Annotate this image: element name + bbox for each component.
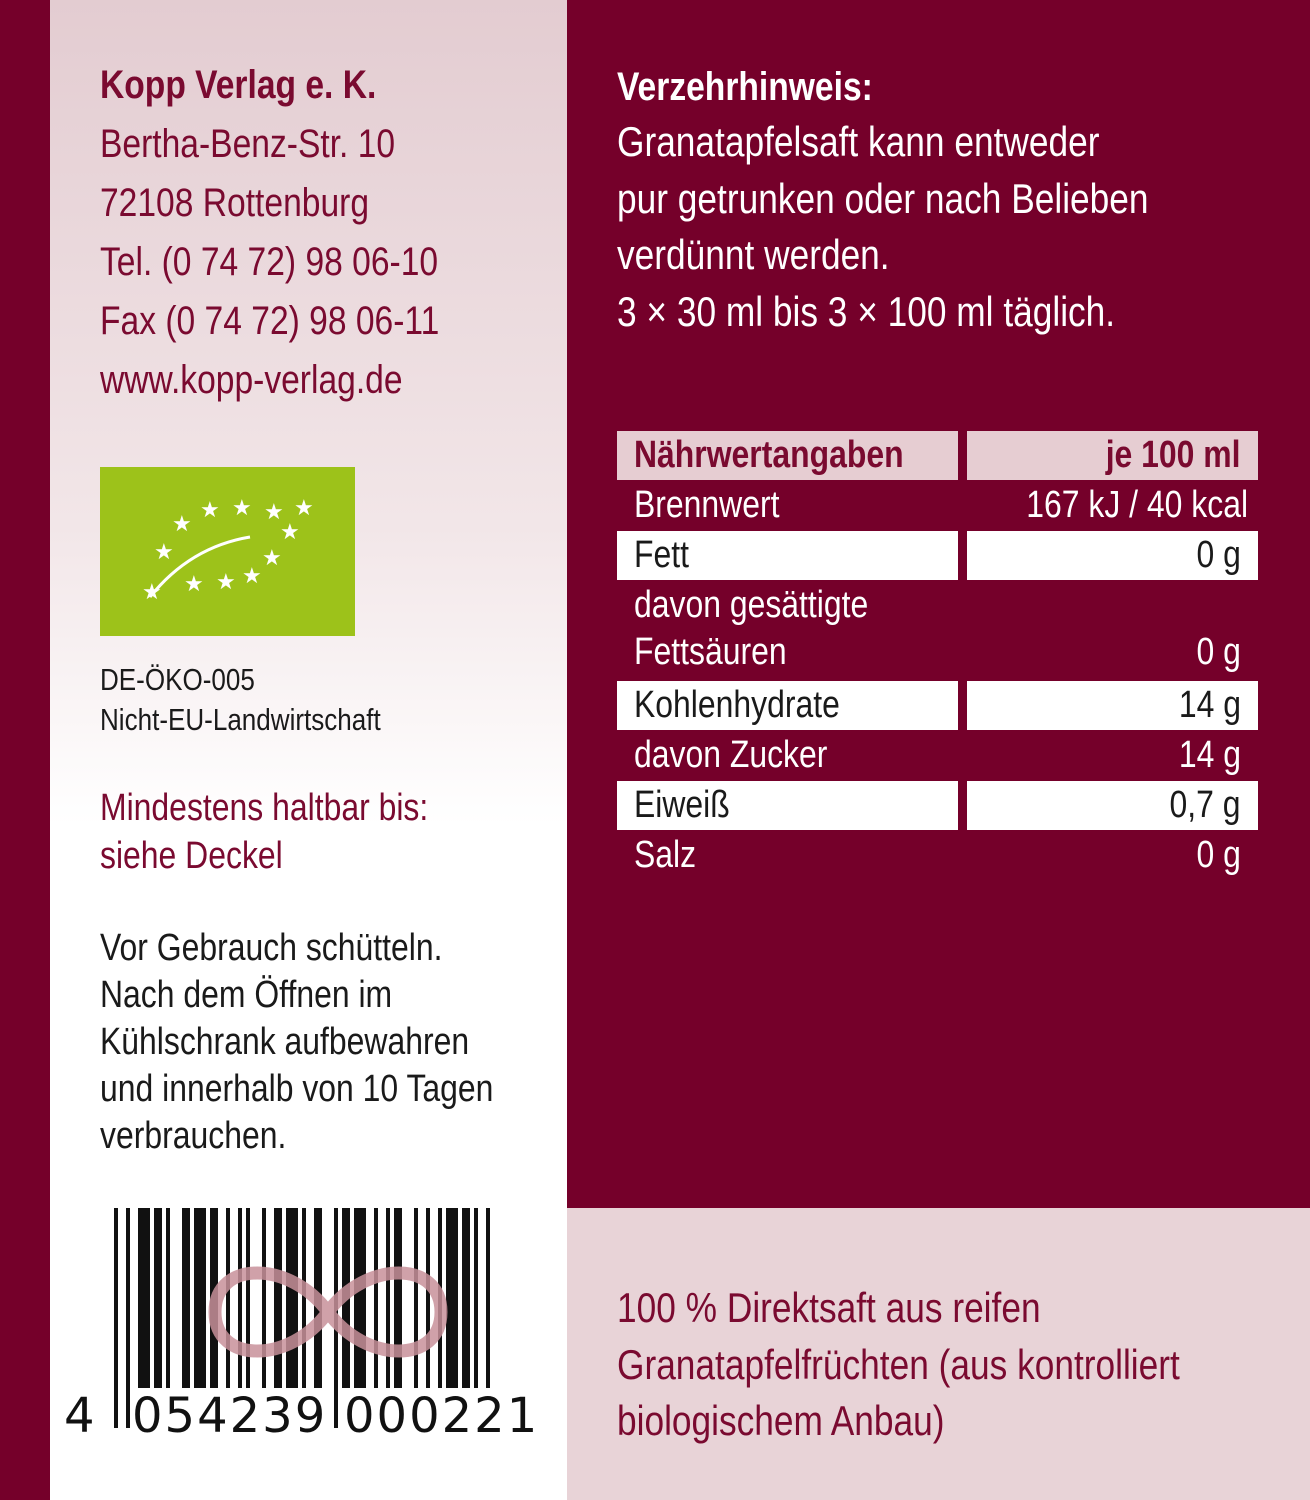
description-panel (567, 1208, 1310, 1500)
barcode-bar (414, 1208, 418, 1428)
left-panel (50, 0, 567, 1500)
barcode-bar (262, 1208, 266, 1428)
barcode-bar (286, 1208, 298, 1428)
barcode-bar (302, 1208, 306, 1428)
table-row-label: Kohlenhydrate (617, 681, 958, 730)
company-fax: Fax (0 74 72) 98 06-11 (100, 299, 440, 343)
barcode-bar (138, 1208, 150, 1428)
table-row-value: 14 g (967, 681, 1258, 730)
barcode-bar (474, 1208, 478, 1428)
barcode-bar (486, 1208, 490, 1428)
storage-instructions: Vor Gebrauch schütteln. Nach dem Öffnen … (100, 927, 494, 1157)
organic-code: DE-ÖKO-005 (100, 662, 255, 697)
barcode-bar (182, 1208, 190, 1428)
product-description: 100 % Direktsaft aus reifen Granatapfelf… (617, 1284, 1180, 1444)
svg-text:★: ★ (184, 572, 204, 597)
barcode-bar (274, 1208, 282, 1428)
eu-organic-logo-icon: ★ ★ ★ ★ ★ ★★ ★ ★★★★ (100, 467, 355, 636)
barcode-bar (246, 1208, 250, 1428)
barcode-bar (374, 1208, 378, 1428)
nutrition-header-label: Nährwertangaben (617, 431, 958, 480)
table-row-value: 0 g (1196, 834, 1241, 876)
barcode-bar (154, 1208, 162, 1428)
barcode-digits-left: 054239 (130, 1388, 330, 1444)
table-row-value: 167 kJ / 40 kcal (1026, 484, 1249, 526)
table-row-value: 0 g (967, 531, 1258, 580)
table-row-label: Fett (617, 531, 958, 580)
svg-text:★: ★ (280, 520, 300, 545)
barcode-bar (194, 1208, 206, 1428)
svg-text:★: ★ (262, 546, 282, 571)
barcode-digits-right: 000221 (342, 1388, 542, 1444)
barcode (114, 1208, 490, 1428)
barcode-bar (342, 1208, 350, 1428)
table-row-label: Brennwert (634, 484, 780, 526)
company-web: www.kopp-verlag.de (100, 358, 403, 402)
nutrition-header-unit: je 100 ml (967, 431, 1258, 480)
company-street: Bertha-Benz-Str. 10 (100, 122, 396, 166)
organic-origin: Nicht-EU-Landwirtschaft (100, 702, 381, 737)
table-row-value: 0,7 g (967, 781, 1258, 830)
svg-text:★: ★ (264, 500, 284, 525)
barcode-bar (114, 1208, 118, 1428)
svg-text:★: ★ (216, 570, 236, 595)
barcode-digit-first: 4 (64, 1388, 95, 1444)
infinity-logo-icon (208, 1266, 448, 1358)
svg-text:★: ★ (200, 498, 220, 523)
usage-title: Verzehrhinweis: (617, 65, 873, 109)
svg-text:★: ★ (154, 540, 174, 565)
best-before-value: siehe Deckel (100, 835, 283, 877)
svg-text:★: ★ (172, 512, 192, 537)
company-name: Kopp Verlag e. K. (100, 63, 377, 107)
table-row-value: 14 g (1178, 734, 1241, 776)
svg-text:★: ★ (242, 564, 262, 589)
barcode-bar (394, 1208, 402, 1428)
barcode-bar (226, 1208, 230, 1428)
table-row-value: 0 g (1196, 631, 1241, 673)
table-row-label: davon Zucker (634, 734, 828, 776)
barcode-bar (166, 1208, 170, 1428)
table-row-label: davon gesättigte (634, 584, 869, 626)
company-tel: Tel. (0 74 72) 98 06-10 (100, 240, 439, 284)
table-row-label: Fettsäuren (634, 631, 787, 673)
barcode-bar (386, 1208, 390, 1428)
best-before-label: Mindestens haltbar bis: (100, 787, 429, 829)
table-row-label: Salz (634, 834, 697, 876)
barcode-bar (446, 1208, 458, 1428)
barcode-bar (238, 1208, 242, 1428)
barcode-bar (354, 1208, 366, 1428)
svg-text:★: ★ (232, 496, 252, 521)
svg-text:★: ★ (294, 496, 314, 521)
barcode-bar (426, 1208, 430, 1428)
barcode-bar (126, 1208, 130, 1428)
company-city: 72108 Rottenburg (100, 181, 370, 225)
table-row-label: Eiweiß (617, 781, 958, 830)
barcode-bar (462, 1208, 470, 1428)
usage-text: Granatapfelsaft kann entweder pur getrun… (617, 118, 1149, 335)
